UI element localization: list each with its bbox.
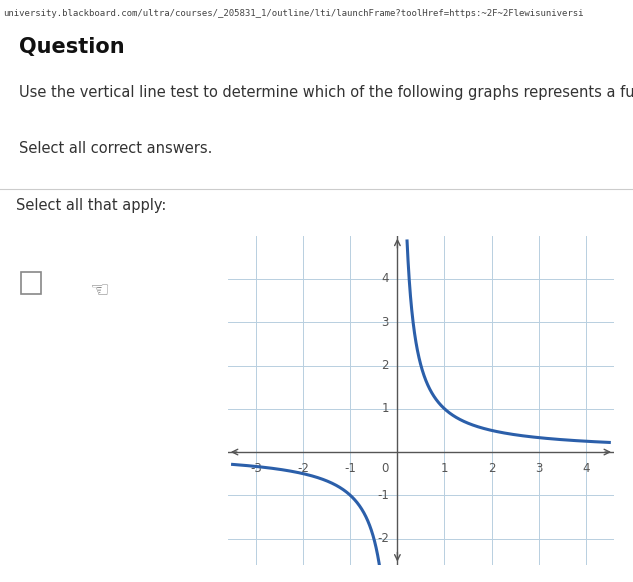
Text: university.blackboard.com/ultra/courses/_205831_1/outline/lti/launchFrame?toolHr: university.blackboard.com/ultra/courses/… bbox=[3, 9, 584, 17]
Text: Select all correct answers.: Select all correct answers. bbox=[19, 141, 212, 157]
Text: -2: -2 bbox=[377, 532, 389, 545]
Text: 3: 3 bbox=[382, 316, 389, 329]
Text: -1: -1 bbox=[344, 462, 356, 474]
Text: 4: 4 bbox=[582, 462, 589, 474]
Text: 4: 4 bbox=[382, 272, 389, 286]
Text: Select all that apply:: Select all that apply: bbox=[16, 198, 166, 213]
Text: 2: 2 bbox=[382, 359, 389, 372]
Text: 1: 1 bbox=[382, 402, 389, 416]
FancyBboxPatch shape bbox=[21, 272, 41, 294]
Text: ☜: ☜ bbox=[89, 281, 110, 301]
Text: -3: -3 bbox=[250, 462, 262, 474]
Text: 2: 2 bbox=[488, 462, 496, 474]
Text: -2: -2 bbox=[298, 462, 309, 474]
Text: 1: 1 bbox=[441, 462, 448, 474]
Text: Question: Question bbox=[19, 37, 125, 58]
Text: -1: -1 bbox=[377, 489, 389, 502]
Text: 0: 0 bbox=[382, 462, 389, 474]
Text: Use the vertical line test to determine which of the following graphs represents: Use the vertical line test to determine … bbox=[19, 86, 633, 101]
Text: 3: 3 bbox=[535, 462, 542, 474]
